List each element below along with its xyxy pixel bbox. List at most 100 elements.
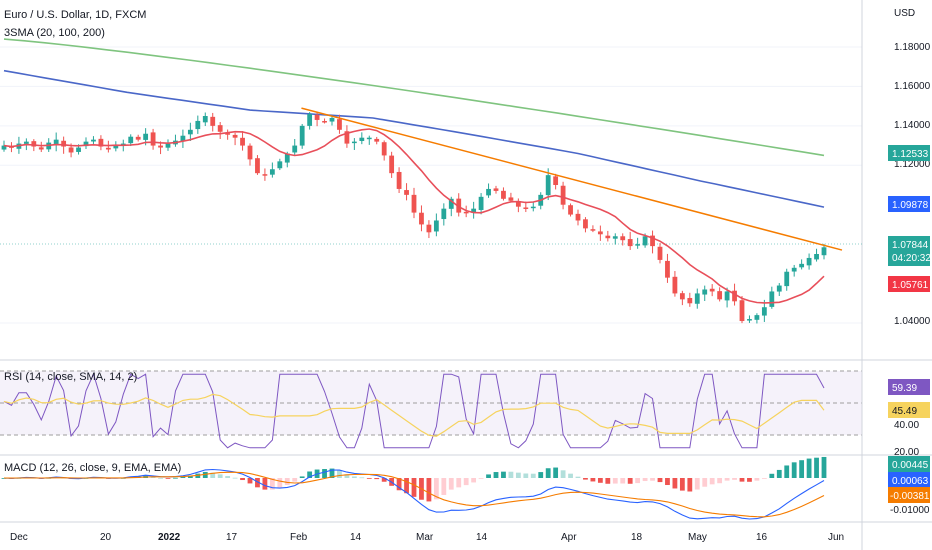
candle-body bbox=[91, 139, 96, 142]
macd-hist-bar bbox=[210, 472, 216, 478]
macd-hist-bar bbox=[150, 476, 156, 478]
candle-body bbox=[717, 291, 723, 300]
candle-body bbox=[754, 315, 760, 320]
macd-hist-bar bbox=[590, 478, 596, 482]
time-label: 2022 bbox=[158, 532, 181, 543]
macd-hist-bar bbox=[173, 477, 178, 479]
macd-hist-bar bbox=[754, 478, 760, 481]
candle-body bbox=[761, 307, 767, 316]
macd-title: MACD (12, 26, close, 9, EMA, EMA) bbox=[4, 462, 181, 474]
candle-body bbox=[694, 293, 700, 304]
sma100-price-label: 1.09878 bbox=[892, 200, 929, 211]
candle-body bbox=[799, 263, 805, 268]
time-label: Apr bbox=[561, 532, 577, 543]
candle-body bbox=[299, 125, 305, 146]
macd-hist-bar bbox=[747, 478, 752, 482]
macd-hist-bar bbox=[650, 478, 655, 481]
candle-body bbox=[620, 236, 626, 241]
rsi-value-tag bbox=[888, 379, 930, 395]
macd-hist-bar bbox=[322, 469, 327, 478]
candle-body bbox=[277, 161, 283, 169]
candle-body bbox=[381, 142, 387, 156]
macd-hist-bar bbox=[269, 478, 275, 490]
macd-hist-bar bbox=[299, 476, 305, 478]
macd-hist-bar bbox=[411, 478, 417, 497]
candle-body bbox=[419, 212, 424, 225]
candle-body bbox=[433, 220, 439, 232]
time-label: 14 bbox=[350, 532, 362, 543]
macd-hist-bar bbox=[329, 468, 335, 478]
candle-body bbox=[426, 224, 432, 233]
candle-body bbox=[195, 120, 201, 130]
macd-hist-bar bbox=[180, 476, 186, 478]
macd-hist-bar bbox=[769, 473, 775, 478]
trendline[interactable] bbox=[301, 107, 843, 251]
macd-hist-bar bbox=[702, 478, 708, 487]
candle-body bbox=[635, 244, 641, 246]
candle-body bbox=[560, 185, 566, 205]
macd-hist-bar bbox=[486, 474, 491, 478]
time-label: Feb bbox=[290, 532, 308, 543]
macd-hist-bar bbox=[359, 477, 365, 479]
time-label: 14 bbox=[476, 532, 488, 543]
macd-hist-bar bbox=[515, 472, 521, 478]
time-label: May bbox=[688, 532, 707, 543]
candle-body bbox=[359, 137, 365, 141]
macd-signal-label: -0.00381 bbox=[890, 491, 930, 502]
candle-body bbox=[568, 205, 573, 215]
candle-body bbox=[1, 145, 7, 150]
macd-hist-bar bbox=[284, 478, 290, 485]
macd-path bbox=[3, 468, 825, 520]
macd-hist-bar bbox=[396, 478, 402, 491]
macd-hist-bar bbox=[426, 478, 432, 502]
candle-body bbox=[128, 136, 134, 144]
macd-hist-bar bbox=[262, 478, 268, 490]
price-tick: 1.12000 bbox=[894, 159, 931, 170]
candle-body bbox=[463, 211, 469, 214]
macd-hist-bar bbox=[232, 477, 238, 479]
macd-hist-bar bbox=[709, 478, 715, 485]
candle-body bbox=[38, 147, 44, 150]
candle-body bbox=[590, 229, 596, 231]
sma200-price-tag bbox=[888, 145, 930, 161]
sma20-price-tag bbox=[888, 276, 930, 292]
macd-hist-bar bbox=[739, 478, 745, 482]
candle-body bbox=[143, 133, 149, 140]
candle-body bbox=[515, 201, 521, 207]
candle-body bbox=[806, 257, 812, 266]
candle-body bbox=[456, 198, 462, 213]
candle-body bbox=[337, 119, 342, 130]
candle-body bbox=[158, 145, 163, 148]
macd-hist-bar bbox=[344, 474, 350, 478]
price-tick: 1.16000 bbox=[894, 81, 931, 92]
macd-hist-label: 0.00445 bbox=[892, 460, 929, 471]
candle-body bbox=[225, 133, 231, 135]
candle-body bbox=[180, 135, 186, 142]
candle-body bbox=[776, 285, 782, 292]
candle-body bbox=[255, 158, 260, 174]
macd-hist-bar bbox=[493, 472, 499, 478]
time-label: 18 bbox=[631, 532, 643, 543]
macd-hist-bar bbox=[732, 478, 737, 480]
time-label: Jun bbox=[828, 532, 844, 543]
rsi-value-label: 59.39 bbox=[892, 383, 917, 394]
macd-hist-bar bbox=[627, 478, 633, 484]
time-label: 17 bbox=[226, 532, 238, 543]
macd-hist-bar bbox=[620, 478, 626, 484]
macd-hist-bar bbox=[806, 458, 812, 478]
candle-body bbox=[322, 121, 327, 123]
candle-body bbox=[650, 235, 655, 247]
candle-body bbox=[232, 134, 238, 138]
macd-hist-bar bbox=[456, 478, 462, 488]
candle-body bbox=[597, 231, 603, 235]
candle-body bbox=[642, 236, 648, 246]
macd-hist-bar bbox=[404, 478, 409, 494]
sma200-price-label: 1.12533 bbox=[892, 149, 929, 160]
macd-hist-bar bbox=[247, 478, 253, 484]
candle-body bbox=[523, 207, 529, 209]
candle-body bbox=[329, 117, 335, 122]
candle-body bbox=[217, 125, 223, 132]
candle-body bbox=[98, 138, 104, 147]
macd-hist-bar bbox=[724, 478, 730, 481]
last-price-label: 1.07844 bbox=[892, 240, 929, 251]
